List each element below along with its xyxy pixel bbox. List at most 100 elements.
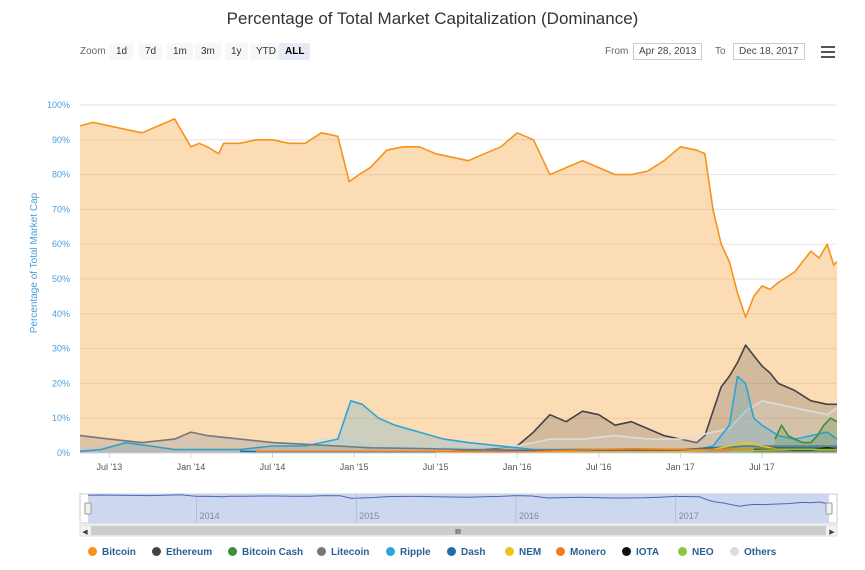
x-tick-label: Jan '15	[340, 462, 369, 472]
x-tick-label: Jan '14	[177, 462, 206, 472]
legend-label: Ethereum	[166, 547, 213, 558]
y-tick-label: 20%	[52, 378, 70, 388]
legend-item-ethereum[interactable]: Ethereum	[152, 546, 213, 558]
chart-title: Percentage of Total Market Capitalizatio…	[226, 9, 639, 28]
legend-label: Others	[744, 547, 777, 558]
area-bitcoin	[80, 118, 837, 454]
legend-dot-icon	[88, 546, 97, 556]
legend-item-nem[interactable]: NEM	[505, 546, 542, 558]
line-bitcoin	[79, 118, 838, 319]
zoom-1d-button[interactable]: 1d	[110, 43, 134, 60]
navigator-right-handle[interactable]	[825, 502, 833, 515]
scroll-left-arrow-icon[interactable]: ◀	[82, 529, 88, 536]
line-neo	[729, 448, 837, 453]
y-tick-label: 30%	[52, 344, 70, 354]
navigator-year-label: 2014	[200, 511, 220, 521]
area-litecoin	[80, 432, 837, 453]
scrollbar-grip-icon: III	[455, 529, 461, 536]
y-tick-label: 80%	[52, 170, 70, 180]
series-litecoin[interactable]	[79, 431, 837, 453]
series-areas	[79, 118, 838, 454]
y-tick-label: 90%	[52, 135, 70, 145]
legend-item-litecoin[interactable]: Litecoin	[317, 546, 370, 558]
y-axis-label: Percentage of Total Market Cap	[29, 192, 40, 333]
y-tick-label: 10%	[52, 413, 70, 423]
x-axis-ticks: Jul '13 Jan '14 Jul '14 Jan '15 Jul '15 Jan '…	[80, 452, 837, 472]
series-bitcoin[interactable]	[79, 118, 838, 454]
zoom-all-button[interactable]: ALL	[279, 43, 311, 60]
to-label: To	[715, 46, 726, 57]
scrollbar-thumb[interactable]	[91, 526, 826, 535]
legend-dot-icon	[622, 546, 631, 556]
navigator-year-label: 2017	[679, 511, 699, 521]
chart-menu-icon[interactable]	[821, 46, 835, 58]
legend-dot-icon	[317, 546, 326, 556]
navigator-year-label: 2015	[359, 511, 379, 521]
line-ripple	[79, 375, 838, 453]
legend-dot-icon	[152, 546, 161, 556]
legend-label: NEO	[692, 547, 714, 558]
to-date-input[interactable]: Dec 18, 2017	[733, 43, 805, 60]
area-bitcoin-cash	[775, 418, 837, 453]
series-bitcoin-cash[interactable]	[774, 417, 838, 453]
from-label: From	[605, 46, 629, 57]
y-tick-label: 60%	[52, 239, 70, 249]
series-ethereum[interactable]	[451, 344, 837, 453]
legend-item-dash[interactable]: Dash	[447, 546, 486, 558]
area-others	[80, 400, 837, 453]
series-neo[interactable]	[729, 448, 837, 454]
zoom-ytd-button[interactable]: YTD	[250, 43, 282, 60]
chart-canvas: 0% 10% 20% 30% 40% 50% 60% 70% 80% 90% 100% Jul '1…	[29, 100, 838, 537]
x-tick-label: Jan '16	[503, 462, 532, 472]
legend-label: NEM	[519, 547, 542, 558]
legend-item-neo[interactable]: NEO	[678, 546, 714, 558]
legend-label: Litecoin	[331, 547, 370, 558]
area-ethereum	[452, 345, 837, 453]
y-tick-label: 100%	[47, 100, 70, 110]
legend-label: Monero	[570, 547, 607, 558]
navigator-series-line	[87, 494, 830, 507]
y-tick-label: 50%	[52, 274, 70, 284]
y-tick-label: 70%	[52, 204, 70, 214]
legend-dot-icon	[447, 546, 456, 556]
y-tick-label: 0%	[57, 448, 70, 458]
legend-item-others[interactable]: Others	[730, 546, 777, 558]
legend-dot-icon	[228, 546, 237, 556]
area-neo	[729, 449, 837, 453]
legend-dot-icon	[505, 546, 514, 556]
x-tick-label: Jan '17	[666, 462, 695, 472]
legend-label: Dash	[461, 547, 486, 558]
line-ethereum	[451, 344, 837, 453]
y-axis-ticks: 0% 10% 20% 30% 40% 50% 60% 70% 80% 90% 100%	[47, 100, 70, 458]
legend-item-ripple[interactable]: Ripple	[386, 546, 431, 558]
legend-label: Bitcoin	[102, 547, 136, 558]
legend-item-bitcoin[interactable]: Bitcoin	[88, 546, 136, 558]
from-date-input[interactable]: Apr 28, 2013	[633, 43, 703, 60]
legend-dot-icon	[678, 546, 687, 556]
legend-dot-icon	[386, 546, 395, 556]
line-litecoin	[79, 431, 837, 451]
x-tick-label: Jul '17	[749, 462, 775, 472]
x-tick-label: Jul '15	[423, 462, 449, 472]
zoom-1y-button[interactable]: 1y	[225, 43, 248, 60]
scroll-right-arrow-icon[interactable]: ▶	[829, 529, 835, 536]
y-tick-label: 40%	[52, 309, 70, 319]
legend-label: IOTA	[636, 547, 660, 558]
legend-dot-icon	[556, 546, 565, 556]
legend-item-iota[interactable]: IOTA	[622, 546, 660, 558]
navigator-year-label: 2016	[519, 511, 539, 521]
x-tick-label: Jul '14	[260, 462, 286, 472]
legend-item-bitcoin-cash[interactable]: Bitcoin Cash	[228, 546, 304, 558]
legend-dot-icon	[730, 546, 739, 556]
series-monero[interactable]	[256, 448, 837, 453]
zoom-1m-button[interactable]: 1m	[167, 43, 193, 60]
navigator: 2014 2015 2016 2017 III ◀ ▶	[79, 493, 838, 537]
zoom-7d-button[interactable]: 7d	[139, 43, 163, 60]
legend-label: Bitcoin Cash	[242, 547, 304, 558]
zoom-3m-button[interactable]: 3m	[195, 43, 221, 60]
legend-item-monero[interactable]: Monero	[556, 546, 607, 558]
navigator-left-handle[interactable]	[84, 502, 92, 515]
line-monero	[256, 448, 837, 453]
zoom-label: Zoom	[80, 46, 106, 57]
x-tick-label: Jul '16	[586, 462, 612, 472]
